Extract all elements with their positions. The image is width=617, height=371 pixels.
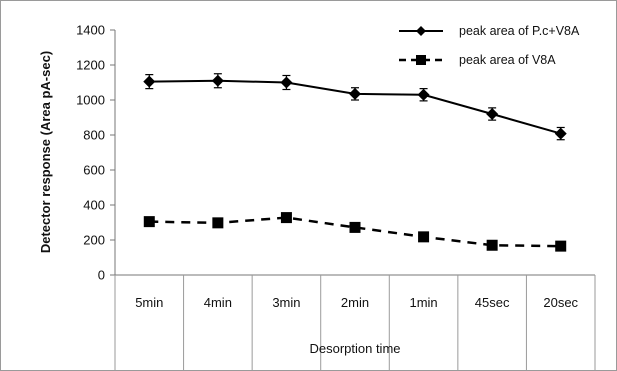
x-tick-label: 45sec xyxy=(475,295,510,310)
data-point-diamond xyxy=(280,76,293,89)
data-point-diamond xyxy=(417,88,430,101)
y-tick-label: 0 xyxy=(98,268,105,283)
legend-marker-square xyxy=(416,55,426,65)
x-tick-label: 20sec xyxy=(543,295,578,310)
series-layer xyxy=(143,73,567,252)
legend-label-pc-v8a: peak area of P.c+V8A xyxy=(459,24,580,38)
x-tick-label: 5min xyxy=(135,295,163,310)
x-tick-label: 4min xyxy=(204,295,232,310)
y-ticks: 0 200 400 600 800 1000 1200 1400 xyxy=(76,23,115,283)
data-point-square xyxy=(280,212,292,224)
data-point-diamond xyxy=(554,127,567,140)
y-tick-label: 1400 xyxy=(76,23,105,38)
y-tick-label: 1200 xyxy=(76,58,105,73)
legend-box xyxy=(392,18,614,66)
data-point-diamond xyxy=(143,75,156,88)
data-point-square xyxy=(349,221,361,233)
y-tick-label: 200 xyxy=(83,233,105,248)
legend-marker-diamond xyxy=(416,26,426,36)
x-tick-label: 2min xyxy=(341,295,369,310)
y-tick-label: 600 xyxy=(83,163,105,178)
x-ticks: 5min 4min 3min 2min 1min 45sec 20sec xyxy=(114,275,596,371)
data-point-square xyxy=(418,231,430,243)
y-tick-label: 400 xyxy=(83,198,105,213)
data-point-square xyxy=(143,216,155,228)
y-tick-label: 800 xyxy=(83,128,105,143)
data-point-diamond xyxy=(349,87,361,100)
y-axis-title: Detector response (Area pA-sec) xyxy=(38,51,53,253)
data-point-diamond xyxy=(486,108,499,120)
data-point-square xyxy=(212,217,224,229)
data-point-diamond xyxy=(211,74,224,87)
legend-label-v8a: peak area of V8A xyxy=(459,53,556,67)
y-tick-label: 1000 xyxy=(76,93,105,108)
x-tick-label: 3min xyxy=(272,295,300,310)
legend: peak area of P.c+V8A peak area of V8A xyxy=(392,18,614,67)
data-point-square xyxy=(486,239,498,251)
x-tick-label: 1min xyxy=(409,295,437,310)
x-axis-title: Desorption time xyxy=(309,341,400,356)
data-point-square xyxy=(555,240,567,252)
